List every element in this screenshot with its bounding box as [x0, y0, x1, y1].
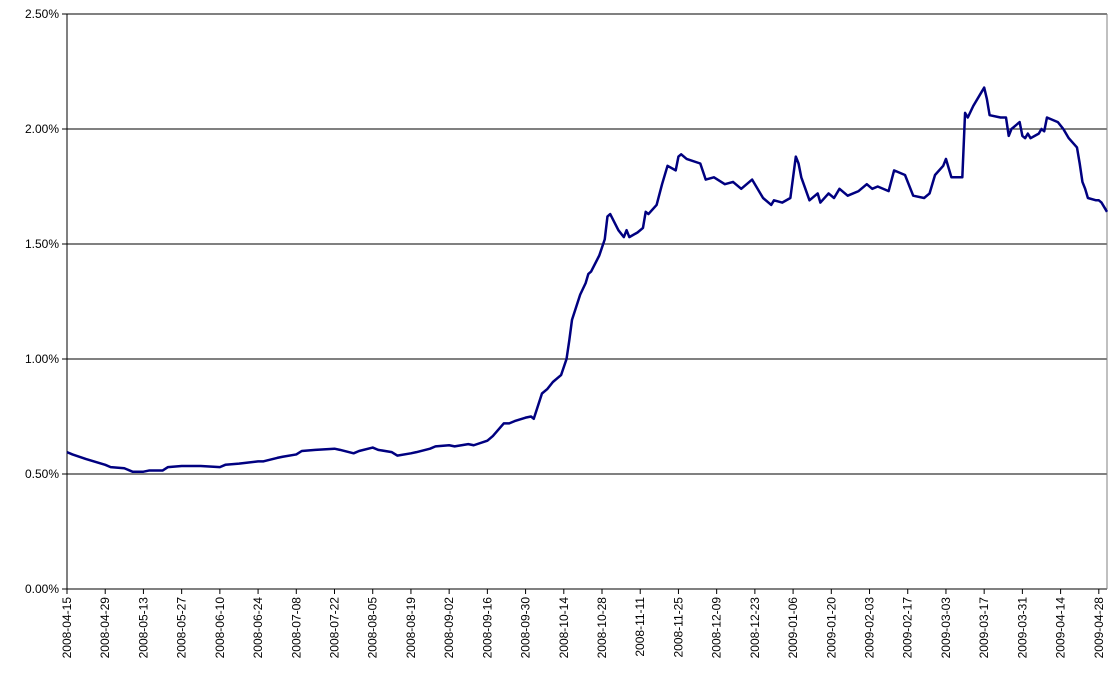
x-tick-label: 2008-08-05	[366, 597, 380, 659]
x-tick-label: 2008-04-29	[98, 597, 112, 659]
x-tick-label: 2008-06-24	[251, 597, 265, 659]
x-tick-label: 2009-03-03	[939, 597, 953, 659]
x-tick-label: 2008-11-11	[633, 597, 647, 657]
x-tick-label: 2008-12-09	[710, 597, 724, 659]
x-tick-label: 2008-05-27	[175, 597, 189, 659]
y-tick-label: 0.00%	[25, 582, 59, 596]
x-tick-label: 2008-10-14	[557, 597, 571, 659]
x-tick-label: 2009-01-20	[824, 597, 838, 659]
x-tick-label: 2008-10-28	[595, 597, 609, 659]
x-tick-label: 2009-02-03	[863, 597, 877, 659]
x-tick-label: 2009-04-28	[1092, 597, 1106, 659]
x-tick-label: 2008-07-22	[328, 597, 342, 659]
x-tick-label: 2009-03-17	[977, 597, 991, 659]
x-tick-label: 2008-09-30	[519, 597, 533, 659]
x-tick-label: 2008-09-02	[442, 597, 456, 659]
x-tick-label: 2008-11-25	[671, 597, 685, 658]
x-tick-label: 2008-05-13	[136, 597, 150, 659]
x-tick-label: 2009-04-14	[1054, 597, 1068, 659]
x-tick-label: 2008-09-16	[480, 597, 494, 659]
x-tick-label: 2008-04-15	[60, 597, 74, 659]
y-tick-label: 2.50%	[25, 7, 59, 21]
x-tick-label: 2009-03-31	[1015, 597, 1029, 659]
y-tick-label: 1.50%	[25, 237, 59, 251]
x-tick-label: 2008-12-23	[748, 597, 762, 659]
x-tick-label: 2008-07-08	[289, 597, 303, 659]
x-tick-label: 2008-08-19	[404, 597, 418, 659]
x-tick-label: 2009-02-17	[901, 597, 915, 659]
line-series	[66, 86, 1109, 473]
x-tick-label: 2008-06-10	[213, 597, 227, 659]
y-tick-label: 1.00%	[25, 352, 59, 366]
y-tick-label: 2.00%	[25, 122, 59, 136]
x-tick-label: 2009-01-06	[786, 597, 800, 659]
y-tick-label: 0.50%	[25, 467, 59, 481]
